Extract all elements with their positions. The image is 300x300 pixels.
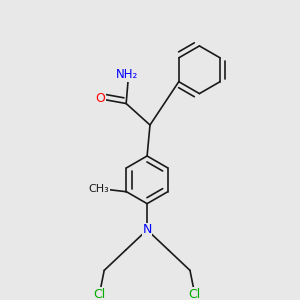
Text: O: O bbox=[95, 92, 105, 105]
Text: N: N bbox=[142, 224, 152, 236]
Text: Cl: Cl bbox=[189, 288, 201, 300]
Text: CH₃: CH₃ bbox=[89, 184, 110, 194]
Text: Cl: Cl bbox=[93, 288, 106, 300]
Text: NH₂: NH₂ bbox=[116, 68, 139, 81]
